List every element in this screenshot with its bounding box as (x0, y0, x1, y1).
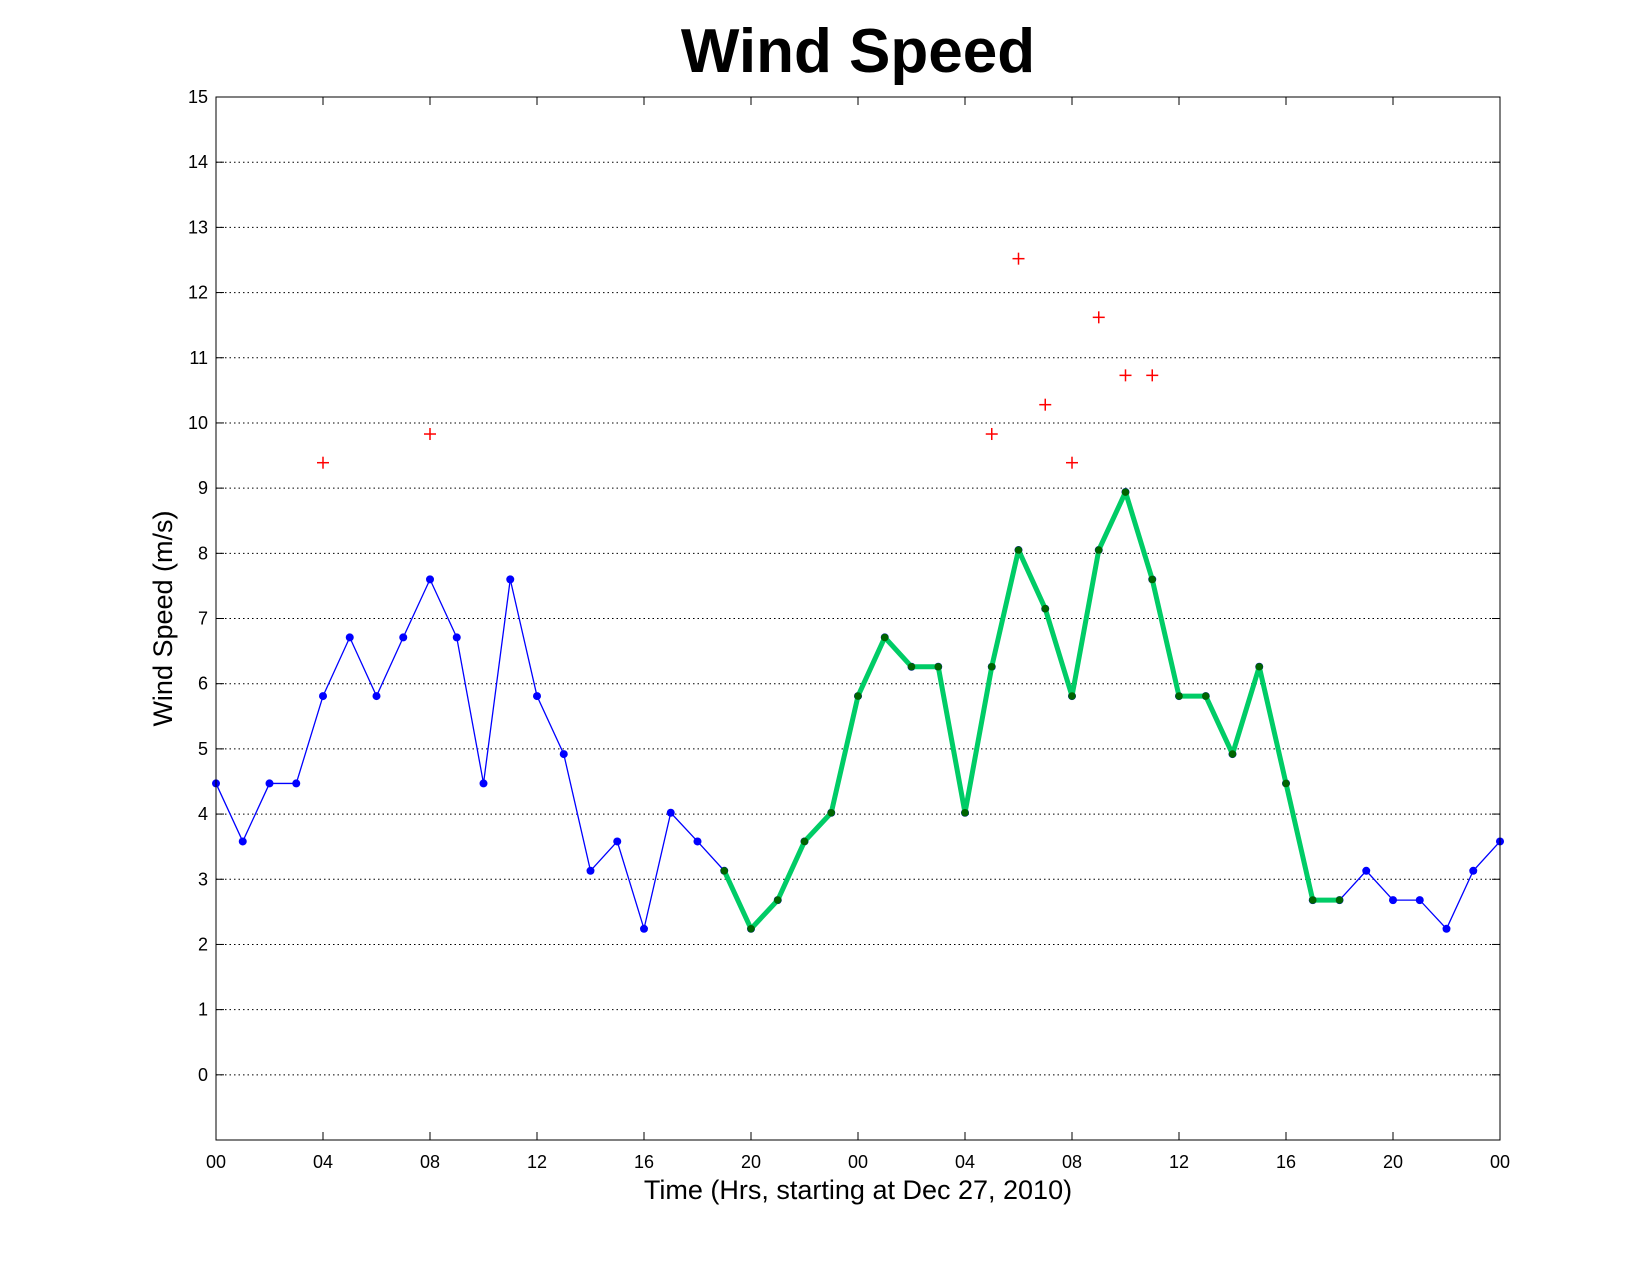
y-tick-label: 4 (198, 804, 208, 824)
green-point (854, 692, 862, 700)
y-tick-label: 15 (188, 87, 208, 107)
x-tick-label: 04 (955, 1152, 975, 1172)
blue-point (372, 692, 381, 701)
y-tick-label: 13 (188, 217, 208, 237)
y-tick-label: 5 (198, 739, 208, 759)
blue-point (399, 633, 408, 642)
red-plus-marker (985, 428, 998, 441)
y-tick-label: 9 (198, 478, 208, 498)
green-point (1282, 779, 1290, 788)
green-point (934, 662, 943, 671)
chart-title: Wind Speed (681, 17, 1035, 86)
blue-point (238, 837, 247, 846)
y-tick-label: 14 (188, 152, 208, 172)
x-tick-label: 04 (313, 1152, 333, 1172)
x-axis-label: Time (Hrs, starting at Dec 27, 2010) (644, 1175, 1072, 1205)
red-plus-marker (1039, 398, 1052, 411)
red-plus-marker (1012, 252, 1025, 265)
green-point (773, 896, 782, 904)
y-tick-label: 11 (189, 348, 208, 368)
series-green-line (721, 489, 1340, 932)
red-plus-marker (317, 456, 329, 469)
green-point (1308, 896, 1317, 904)
green-point (907, 662, 916, 671)
green-point (1201, 692, 1210, 700)
y-tick-label: 7 (198, 609, 208, 629)
green-point (1014, 546, 1023, 554)
green-point (880, 633, 889, 642)
green-point (1121, 488, 1130, 496)
y-axis-label: Wind Speed (m/s) (148, 510, 178, 726)
blue-point (1362, 866, 1371, 875)
blue-point (613, 837, 622, 846)
blue-point (1442, 924, 1451, 933)
x-tick-label: 20 (741, 1152, 761, 1172)
blue-point (533, 692, 541, 701)
green-point (800, 837, 809, 846)
x-tick-label: 12 (527, 1152, 547, 1172)
green-point (1148, 575, 1157, 584)
blue-point (693, 837, 702, 846)
y-tick-label: 2 (198, 934, 208, 954)
y-tick-label: 8 (198, 543, 208, 563)
blue-point (265, 779, 274, 788)
red-plus-marker (1119, 369, 1132, 382)
green-point (1068, 692, 1076, 700)
x-tick-label: 16 (634, 1152, 654, 1172)
green-point (961, 808, 969, 817)
blue-point (479, 779, 488, 788)
red-plus-marker (424, 428, 436, 441)
green-point (1228, 750, 1237, 758)
blue-point (666, 808, 675, 817)
x-tick-label: 08 (1062, 1152, 1082, 1172)
x-tick-label: 00 (206, 1152, 226, 1172)
blue-point (345, 633, 354, 642)
blue-point (506, 575, 515, 584)
green-point (827, 808, 836, 817)
blue-point (292, 779, 301, 788)
green-point (1094, 546, 1103, 554)
green-point (1175, 692, 1183, 700)
y-tick-label: 6 (198, 674, 208, 694)
y-tick-label: 0 (198, 1065, 208, 1085)
green-point (720, 866, 729, 875)
green-point (987, 662, 996, 671)
blue-point (426, 575, 434, 584)
y-tick-label: 10 (188, 413, 208, 433)
y-tick-label: 1 (198, 1000, 208, 1020)
red-plus-marker (1146, 369, 1159, 382)
plot-area (216, 97, 1500, 1140)
green-point (1255, 662, 1264, 671)
tick-marks (215, 96, 1501, 1140)
red-plus-marker (1066, 456, 1078, 469)
x-tick-label: 00 (1490, 1152, 1510, 1172)
blue-point (319, 692, 327, 701)
blue-point (452, 633, 461, 642)
blue-point (1389, 896, 1397, 905)
blue-point (586, 866, 595, 875)
y-tick-label: 12 (188, 283, 208, 303)
green-point (747, 924, 755, 933)
y-tick-label: 3 (198, 869, 208, 889)
x-tick-label: 16 (1276, 1152, 1296, 1172)
blue-point (640, 924, 648, 933)
green-point (1041, 604, 1050, 613)
red-plus-marker (1092, 311, 1105, 324)
blue-point (559, 750, 568, 759)
green-point (1335, 896, 1344, 904)
blue-point (1415, 896, 1424, 905)
x-tick-label: 12 (1169, 1152, 1189, 1172)
x-tick-label: 20 (1383, 1152, 1403, 1172)
x-tick-label: 08 (420, 1152, 440, 1172)
series-layer (212, 252, 1504, 933)
blue-point (1469, 866, 1478, 875)
x-tick-label: 00 (848, 1152, 868, 1172)
